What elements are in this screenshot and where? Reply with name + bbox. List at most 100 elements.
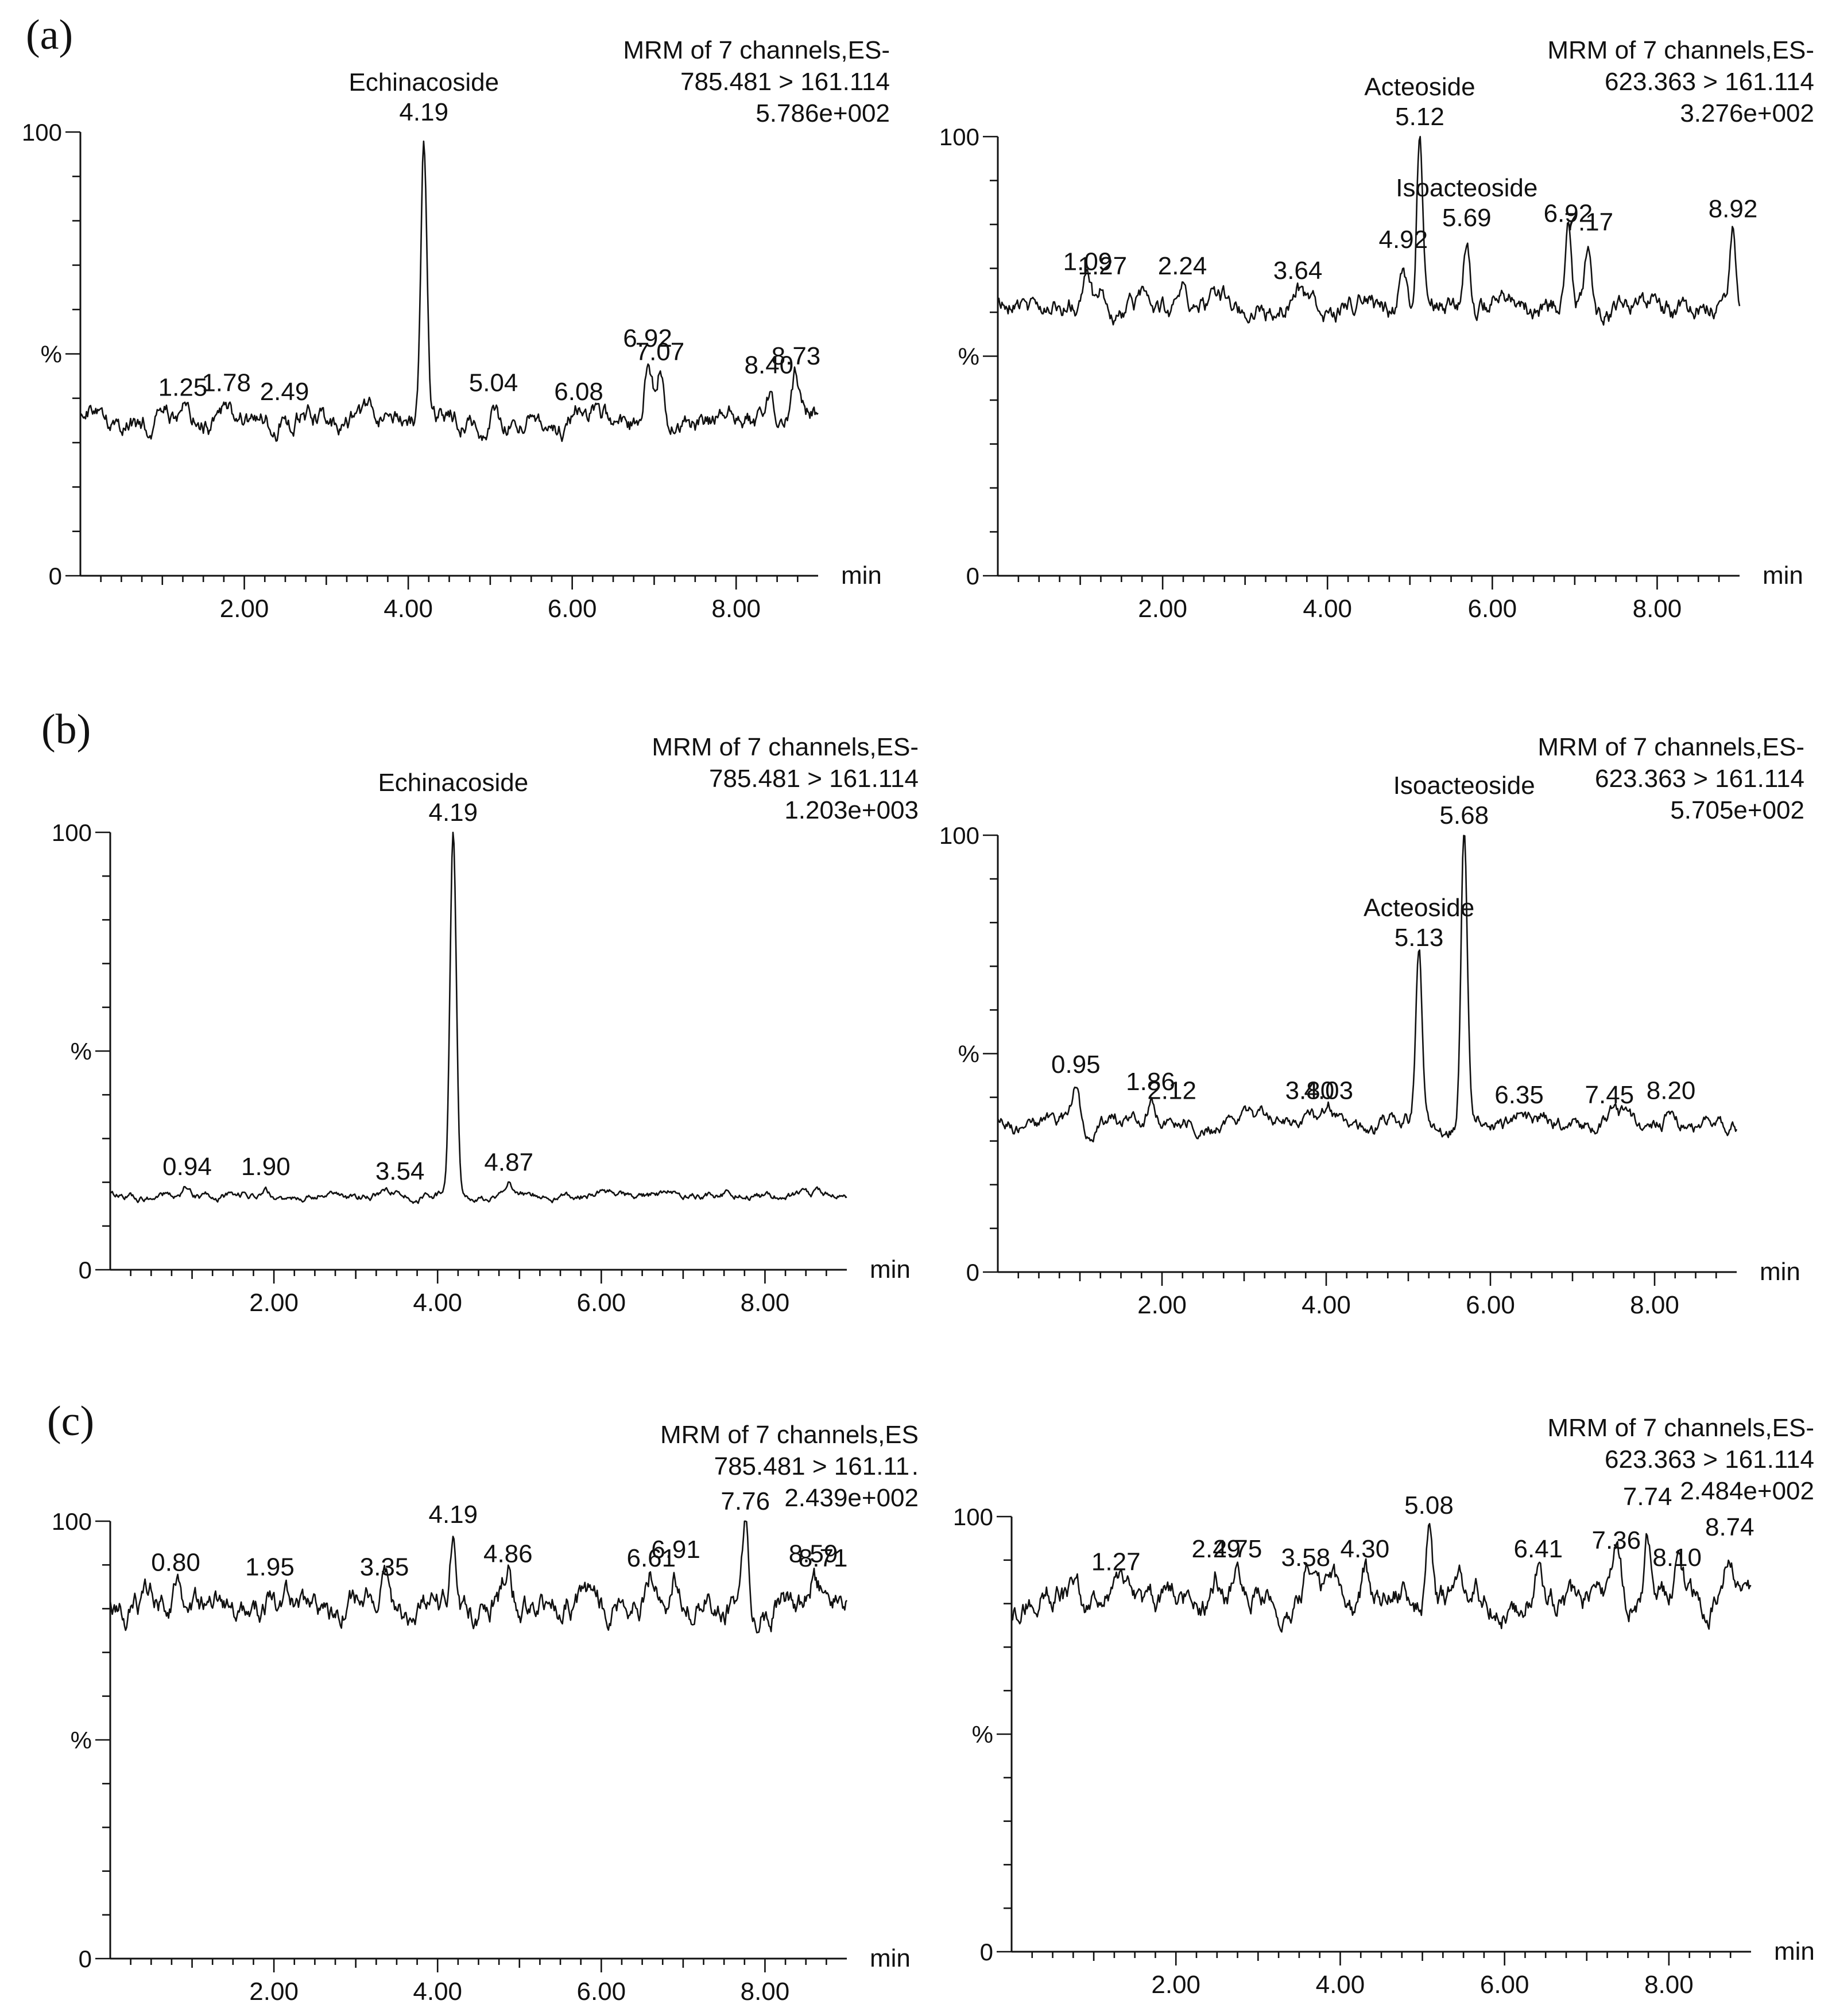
peak-label: 1.27 [1091, 1548, 1141, 1576]
peak-label: 2.49 [260, 378, 309, 406]
y-tick-label: 0 [49, 563, 62, 590]
header-line-2: 623.363 > 161.114 [1605, 68, 1814, 96]
peak-label: 3.58 [1281, 1544, 1331, 1572]
x-tick-label: 6.00 [1480, 1971, 1529, 1999]
peak-label: 7.74 [1623, 1483, 1672, 1511]
x-axis-label: min [1760, 1258, 1800, 1286]
y-tick-label: % [71, 1038, 92, 1065]
x-tick-label: 8.00 [741, 1289, 790, 1317]
x-tick-label: 4.00 [1302, 1291, 1351, 1319]
y-tick-label: 0 [966, 563, 979, 590]
peak-label: 3.64 [1273, 257, 1323, 285]
peak-label: 4.19 [428, 1501, 478, 1529]
y-tick-label: 100 [953, 1503, 993, 1530]
peak-label: 6.08 [554, 378, 603, 406]
y-tick-label: % [958, 343, 979, 370]
peak-label: 2.75 [1213, 1535, 1262, 1563]
peak-label: 1.25 [158, 373, 208, 401]
header-line-1: MRM of 7 channels,ES [660, 1421, 919, 1449]
peak-label: 5.13 [1395, 924, 1444, 952]
y-tick-label: 100 [52, 1508, 92, 1535]
peak-label: 6.41 [1514, 1535, 1563, 1563]
y-tick-label: 100 [52, 819, 92, 846]
peak-label: 4.86 [483, 1540, 533, 1568]
peak-label: 8.92 [1709, 195, 1758, 223]
x-tick-label: 8.00 [1644, 1971, 1694, 1999]
x-tick-label: 8.00 [1630, 1291, 1679, 1319]
x-tick-label: 2.00 [220, 595, 269, 623]
y-tick-label: % [972, 1721, 993, 1748]
peak-label: 4.19 [399, 98, 448, 126]
peak-label: 1.78 [202, 369, 251, 397]
x-tick-label: 4.00 [413, 1289, 462, 1317]
chromatogram-panel-6: MRM of 7 channels,ES- 623.363 > 161.114 2.… [953, 1414, 1815, 1999]
header-line-3: 5.786e+002 [756, 99, 890, 127]
compound-label: Acteoside [1364, 894, 1474, 922]
x-tick-label: 2.00 [1137, 1291, 1187, 1319]
header-line-3: 1.203e+003 [784, 796, 919, 824]
peak-label: 2.12 [1147, 1076, 1196, 1104]
peak-label: 4.03 [1304, 1076, 1353, 1104]
y-tick-label: % [41, 341, 62, 368]
chromatogram-trace [79, 140, 819, 443]
header-line-2: 623.363 > 161.114 [1605, 1445, 1814, 1474]
peak-label: 4.92 [1378, 226, 1428, 254]
peak-label: 1.27 [1078, 252, 1127, 280]
x-tick-label: 2.00 [249, 1978, 299, 2006]
compound-label: Echinacoside [378, 769, 528, 797]
chromatogram-trace [997, 835, 1738, 1143]
x-tick-label: 4.00 [1316, 1971, 1365, 1999]
peak-label: 4.30 [1341, 1535, 1390, 1563]
peak-label: 8.40 [745, 351, 794, 379]
peak-label: 7.76 [721, 1487, 770, 1515]
chromatogram-trace [997, 135, 1741, 326]
peak-label: 3.35 [360, 1553, 409, 1581]
header-line-1: MRM of 7 channels,ES- [1547, 36, 1814, 64]
y-tick-label: 0 [79, 1257, 92, 1284]
header-line-1: MRM of 7 channels,ES- [1537, 733, 1804, 761]
chromatogram-panel-5: (c) MRM of 7 channels,ES 785.481 > 161.11 … [47, 1398, 919, 2006]
chromatogram-panel-2: MRM of 7 channels,ES- 623.363 > 161.114 3.… [939, 36, 1814, 623]
x-tick-label: 2.00 [1151, 1971, 1200, 1999]
header-line-3: 5.705e+002 [1670, 796, 1804, 824]
header-line-3: 3.276e+002 [1680, 99, 1814, 127]
x-axis-label: min [870, 1255, 911, 1284]
peak-label: 2.49 [1192, 1535, 1241, 1563]
header-line-1: MRM of 7 channels,ES- [1547, 1414, 1814, 1442]
compound-label: Isoacteoside [1393, 771, 1535, 800]
y-tick-label: 0 [966, 1259, 979, 1286]
peak-label: 6.35 [1494, 1081, 1544, 1109]
x-tick-label: 6.00 [548, 595, 597, 623]
x-tick-label: 8.00 [711, 595, 761, 623]
y-tick-label: % [71, 1727, 92, 1754]
header-line-2: 623.363 > 161.114 [1595, 765, 1804, 793]
compound-label: Echinacoside [348, 68, 499, 96]
peak-label: 3.80 [1285, 1076, 1335, 1104]
peak-label: 1.90 [241, 1153, 291, 1181]
peak-label: 1.86 [1126, 1068, 1175, 1096]
peak-label: 2.24 [1158, 252, 1207, 280]
y-tick-label: % [958, 1041, 979, 1068]
header-line-2: 785.481 > 161.11 . [714, 1452, 919, 1480]
panel-label: (b) [41, 706, 91, 753]
peak-label: 6.92 [623, 324, 672, 352]
y-tick-label: 0 [79, 1945, 92, 1972]
header-line-2: 785.481 > 161.114 [680, 68, 890, 96]
compound-label: Isoacteoside [1396, 174, 1537, 202]
x-tick-label: 8.00 [1633, 595, 1682, 623]
panel-label: (c) [47, 1398, 94, 1445]
peak-label: 8.73 [772, 342, 821, 370]
peak-label: 8.74 [1705, 1513, 1754, 1541]
peak-label: 7.36 [1591, 1526, 1641, 1554]
chromatogram-panel-4: MRM of 7 channels,ES- 623.363 > 161.114 5.… [939, 733, 1804, 1319]
x-tick-label: 4.00 [1303, 595, 1352, 623]
peak-label: 0.95 [1051, 1050, 1101, 1079]
peak-label: 6.61 [626, 1544, 676, 1572]
peak-label: 8.10 [1652, 1544, 1702, 1572]
y-tick-label: 100 [939, 822, 979, 849]
panel-label: (a) [26, 11, 73, 59]
peak-label: 5.12 [1395, 103, 1444, 131]
peak-label: 5.08 [1404, 1491, 1454, 1519]
peak-label: 5.04 [469, 369, 518, 397]
